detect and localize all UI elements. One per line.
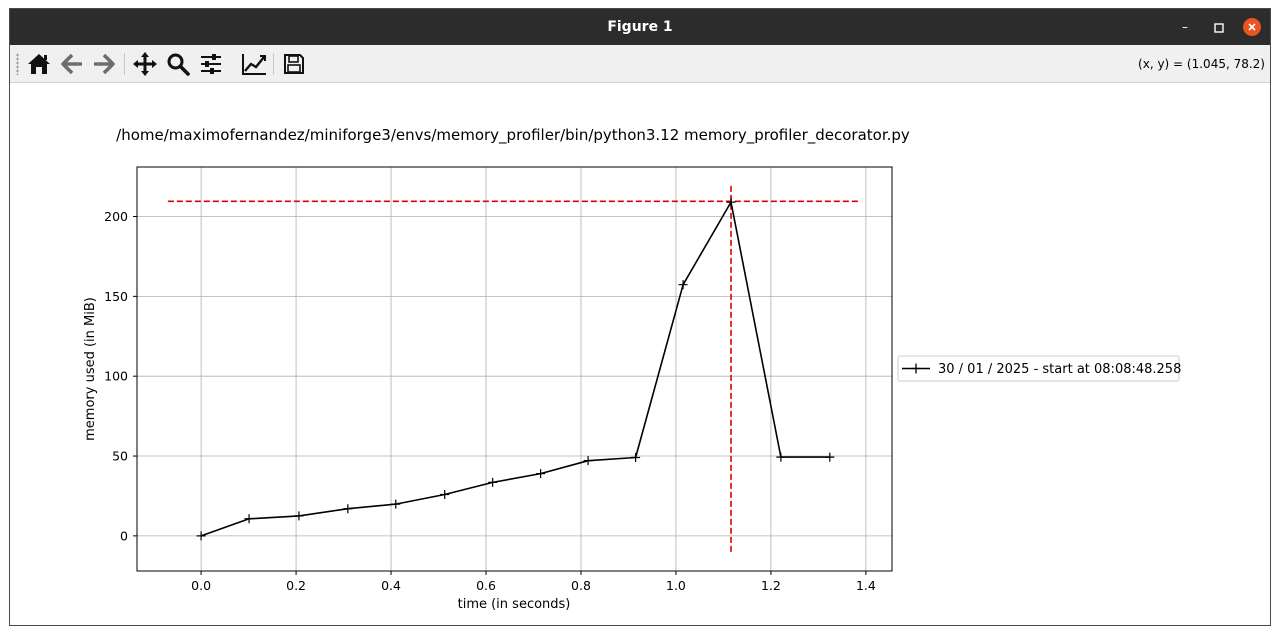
- window-title: Figure 1: [607, 19, 673, 35]
- x-tick-label: 0.0: [191, 578, 211, 593]
- configure-subplots-icon: [201, 54, 221, 74]
- zoom-icon: [167, 53, 190, 76]
- x-tick-label: 1.2: [761, 578, 781, 593]
- x-tick-label: 1.0: [666, 578, 686, 593]
- edit-axis-icon: [242, 54, 266, 75]
- data-point-marker: [536, 469, 546, 479]
- data-point-marker: [391, 499, 401, 509]
- navigation-toolbar: (x, y) = (1.045, 78.2): [10, 45, 1270, 83]
- home-button[interactable]: [25, 50, 53, 78]
- y-tick-label: 150: [104, 289, 128, 304]
- x-tick-label: 0.8: [571, 578, 591, 593]
- minimize-button[interactable]: –: [1182, 20, 1188, 34]
- save-icon: [284, 54, 304, 74]
- axes-frame: [136, 166, 893, 572]
- figure-canvas[interactable]: /home/maximofernandez/miniforge3/envs/me…: [10, 83, 1270, 625]
- maximize-button[interactable]: [1210, 18, 1228, 36]
- data-point-marker: [678, 280, 688, 290]
- y-tick-label: 100: [104, 369, 128, 384]
- title-bar: Figure 1 –: [10, 9, 1270, 45]
- figure-window: Figure 1 –: [9, 8, 1271, 626]
- x-tick-label: 0.4: [381, 578, 401, 593]
- peak-markers: [167, 184, 859, 552]
- back-button[interactable]: [58, 50, 86, 78]
- legend-marker: [911, 363, 921, 374]
- x-tick-label: 0.6: [476, 578, 496, 593]
- y-tick-label: 0: [120, 528, 128, 543]
- back-arrow-icon: [61, 53, 82, 75]
- data-point-marker: [726, 197, 736, 207]
- x-tick-label: 1.4: [856, 578, 876, 593]
- data-point-marker: [583, 456, 593, 466]
- close-button[interactable]: [1243, 18, 1261, 36]
- x-axis-label: time (in seconds): [458, 597, 571, 612]
- configure-subplots-button[interactable]: [197, 50, 225, 78]
- zoom-button[interactable]: [164, 50, 192, 78]
- y-tick-label: 200: [104, 209, 128, 224]
- series-line: [200, 201, 830, 537]
- data-point-marker: [244, 514, 254, 524]
- forward-arrow-icon: [94, 53, 115, 75]
- y-axis-label: memory used (in MiB): [83, 297, 98, 441]
- chart-svg: /home/maximofernandez/miniforge3/envs/me…: [83, 126, 1181, 612]
- save-button[interactable]: [280, 50, 308, 78]
- forward-button[interactable]: [90, 50, 118, 78]
- y-tick-label: 50: [112, 449, 128, 464]
- data-point-marker: [343, 504, 353, 514]
- close-icon: [1248, 22, 1256, 31]
- ticks: 0.0 0.2 0.4 0.6 0.8 1.0 1.2 1.4 0 50 100 150 200: [104, 209, 876, 593]
- cursor-coordinates: (x, y) = (1.045, 78.2): [1138, 57, 1265, 71]
- legend-label: 30 / 01 / 2025 - start at 08:08:48.258: [938, 362, 1181, 377]
- edit-axis-button[interactable]: [240, 50, 268, 78]
- data-point-marker: [294, 511, 304, 521]
- data-point-marker: [440, 490, 450, 500]
- chart-title: /home/maximofernandez/miniforge3/envs/me…: [116, 126, 910, 145]
- x-tick-label: 0.2: [286, 578, 306, 593]
- data-point-marker: [631, 452, 641, 462]
- data-point-marker: [776, 452, 786, 462]
- legend-box: [897, 355, 1180, 382]
- legend: 30 / 01 / 2025 - start at 08:08:48.258: [897, 355, 1181, 382]
- series-group: [196, 197, 835, 541]
- toolbar-separator: [124, 53, 125, 75]
- home-icon: [28, 54, 50, 74]
- pan-icon: [133, 52, 157, 76]
- toolbar-separator: [273, 53, 274, 75]
- grid: [137, 167, 892, 571]
- toolbar-grip[interactable]: [16, 53, 19, 75]
- data-point-marker: [825, 452, 835, 462]
- pan-button[interactable]: [131, 50, 159, 78]
- data-point-marker: [488, 477, 498, 487]
- data-point-marker: [196, 531, 206, 541]
- maximize-icon: [1214, 22, 1224, 33]
